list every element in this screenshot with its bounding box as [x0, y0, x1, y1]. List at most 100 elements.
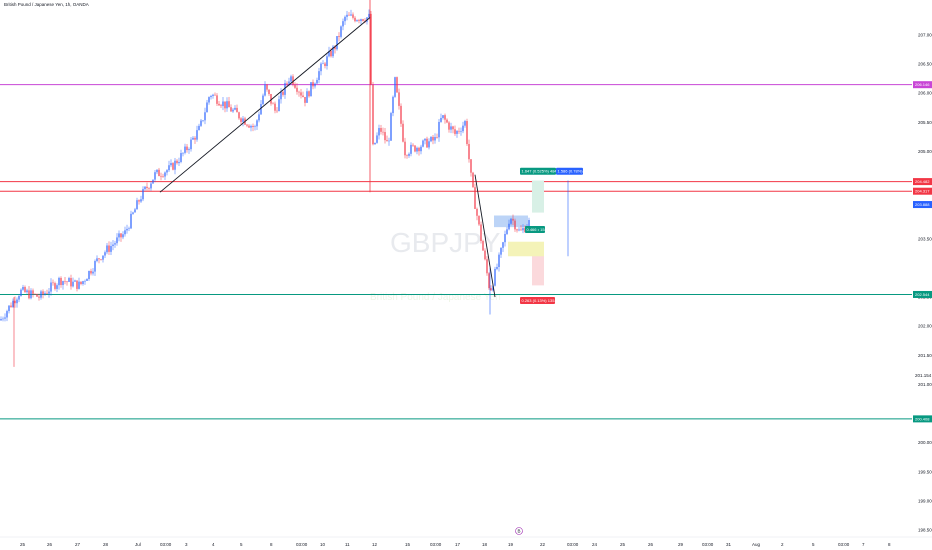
candle-body: [110, 246, 112, 252]
candle-body: [128, 228, 130, 229]
candle-body: [444, 115, 446, 120]
candle-body: [216, 95, 218, 104]
candle-body: [266, 84, 268, 90]
candle-body: [430, 136, 432, 142]
candle-body: [142, 189, 144, 200]
candle-body: [522, 228, 524, 231]
price-label-0: 206.146: [915, 82, 930, 87]
trendline-0: [159, 17, 371, 193]
x-tick-0: 25: [20, 542, 26, 547]
date-marker-label: B: [518, 529, 521, 534]
candle-body: [156, 169, 158, 173]
candle-body: [42, 291, 44, 295]
x-tick-23: 26: [648, 542, 654, 547]
symbol-title: British Pound / Japanese Yen, 1h, OANDA: [4, 2, 89, 7]
candle-body: [268, 89, 270, 94]
candle-body: [476, 208, 478, 216]
candle-body: [342, 21, 344, 27]
candle-body: [480, 224, 482, 241]
candle-body: [328, 51, 330, 57]
price-label-2: 204.317: [915, 189, 930, 194]
candle-body: [60, 277, 62, 286]
candle-body: [50, 282, 52, 292]
x-tick-13: 12: [372, 542, 378, 547]
candle-body: [52, 282, 54, 284]
candle-body: [478, 215, 480, 225]
candle-body: [310, 82, 312, 97]
candle-body: [4, 317, 6, 319]
yellow-zone: [508, 241, 544, 257]
candle-body: [298, 91, 300, 93]
candle-body: [144, 186, 146, 190]
candle-body: [80, 281, 82, 284]
x-tick-27: Aug: [752, 542, 761, 547]
candle-body: [302, 95, 304, 97]
entry-label-bg: [525, 225, 545, 233]
candle-body: [62, 281, 64, 286]
entry-label: 0.466 • 154: [527, 227, 548, 232]
x-tick-15: 03:00: [430, 542, 442, 547]
candle-body: [426, 138, 428, 148]
candle-body: [412, 144, 414, 146]
candle-body: [494, 268, 496, 286]
candle-body: [2, 318, 4, 320]
candle-body: [434, 137, 436, 141]
candle-body: [120, 233, 122, 238]
target-label: 1.647 (0.525%) 484.8: [522, 169, 561, 174]
candle-body: [106, 245, 108, 253]
candle-body: [170, 163, 172, 166]
candle-body: [152, 179, 154, 184]
candle-body: [150, 183, 152, 189]
candle-body: [182, 152, 184, 154]
candle-body: [94, 261, 96, 272]
candle-body: [234, 107, 236, 110]
candle-body: [496, 267, 498, 269]
candle-body: [352, 14, 354, 18]
candle-body: [86, 279, 88, 281]
y-tick-11: 200.000: [918, 440, 932, 445]
candle-body: [154, 172, 156, 180]
y-tick-0: 207.000: [918, 32, 932, 37]
candle-body: [114, 243, 116, 245]
candle-body: [472, 172, 474, 188]
candle-body: [420, 146, 422, 152]
candle-body: [492, 285, 494, 291]
candle-body: [400, 105, 402, 124]
candle-body: [148, 188, 150, 189]
price-axis-bg: [912, 0, 932, 550]
candle-body: [158, 169, 160, 177]
x-tick-6: 3: [185, 542, 188, 547]
candle-body: [396, 77, 398, 93]
candle-body: [464, 121, 466, 126]
candle-body: [208, 97, 210, 103]
candle-body: [228, 101, 230, 108]
candle-body: [460, 131, 462, 132]
candle-body: [388, 140, 390, 142]
candle-body: [372, 84, 374, 145]
candle-body: [238, 112, 240, 119]
candle-body: [358, 20, 360, 21]
price-label-5-bg: [913, 371, 932, 379]
candle-body: [206, 102, 208, 113]
candle-body: [28, 290, 30, 299]
candle-body: [122, 234, 124, 238]
candle-body: [490, 288, 492, 291]
candle-body: [232, 109, 234, 112]
candle-body: [248, 125, 250, 128]
candle-body: [422, 140, 424, 147]
candle-body: [344, 16, 346, 22]
candle-body: [276, 110, 278, 112]
candle-body: [92, 271, 94, 274]
candle-body: [346, 14, 348, 17]
candle-body: [502, 242, 504, 248]
candle-body: [468, 144, 470, 160]
x-tick-8: 5: [240, 542, 243, 547]
x-tick-24: 29: [678, 542, 684, 547]
candle-body: [392, 96, 394, 114]
candle-body: [204, 112, 206, 121]
candle-body: [378, 128, 380, 136]
y-tick-12: 199.500: [918, 469, 932, 474]
candle-body: [22, 286, 24, 290]
candle-body: [466, 121, 468, 145]
